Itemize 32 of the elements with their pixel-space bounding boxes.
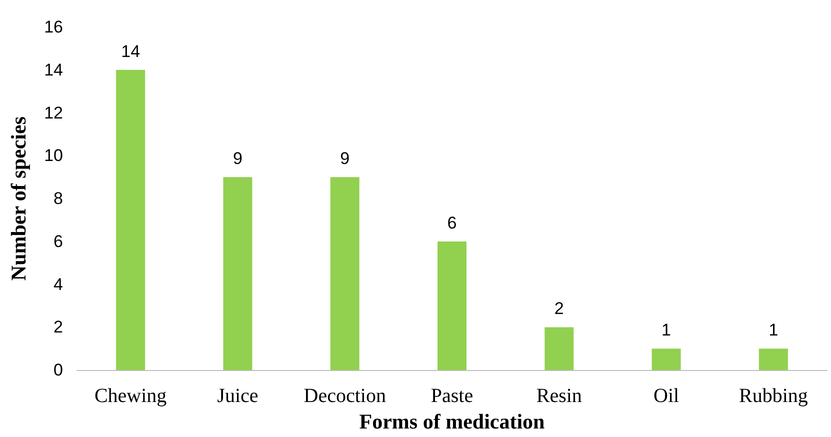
x-tick-label: Resin [536, 385, 582, 408]
data-label: 1 [768, 320, 778, 340]
bar [330, 177, 360, 370]
bar [652, 348, 681, 370]
y-tick-label: 2 [54, 318, 63, 337]
x-tick-label: Oil [654, 385, 680, 408]
y-tick-label: 14 [44, 60, 63, 80]
x-tick-label: Chewing [94, 385, 167, 408]
y-tick-label: 0 [54, 360, 63, 380]
data-label: 9 [340, 149, 350, 168]
x-tick-label: Rubbing [738, 385, 808, 408]
bar [438, 241, 466, 370]
bar [544, 327, 574, 370]
bar [116, 70, 146, 370]
y-tick-label: 12 [44, 103, 63, 122]
x-tick-label: Juice [217, 385, 258, 408]
y-tick-label: 10 [44, 146, 63, 166]
data-label: 2 [554, 299, 564, 318]
y-tick-label: 16 [44, 18, 63, 36]
bar [223, 177, 252, 370]
data-label: 1 [662, 320, 672, 340]
x-tick-label: Paste [430, 385, 474, 408]
bar [758, 348, 788, 370]
y-tick-label: 8 [54, 189, 63, 208]
x-axis-title: Forms of medication [359, 410, 546, 434]
x-tick-label: Decoction [304, 385, 386, 408]
data-label: 9 [232, 149, 242, 168]
data-label: 6 [447, 213, 457, 232]
y-tick-label: 4 [54, 274, 63, 294]
y-tick-label: 6 [54, 232, 63, 251]
y-axis-title: Number of species [6, 116, 30, 281]
data-label: 14 [121, 42, 140, 61]
